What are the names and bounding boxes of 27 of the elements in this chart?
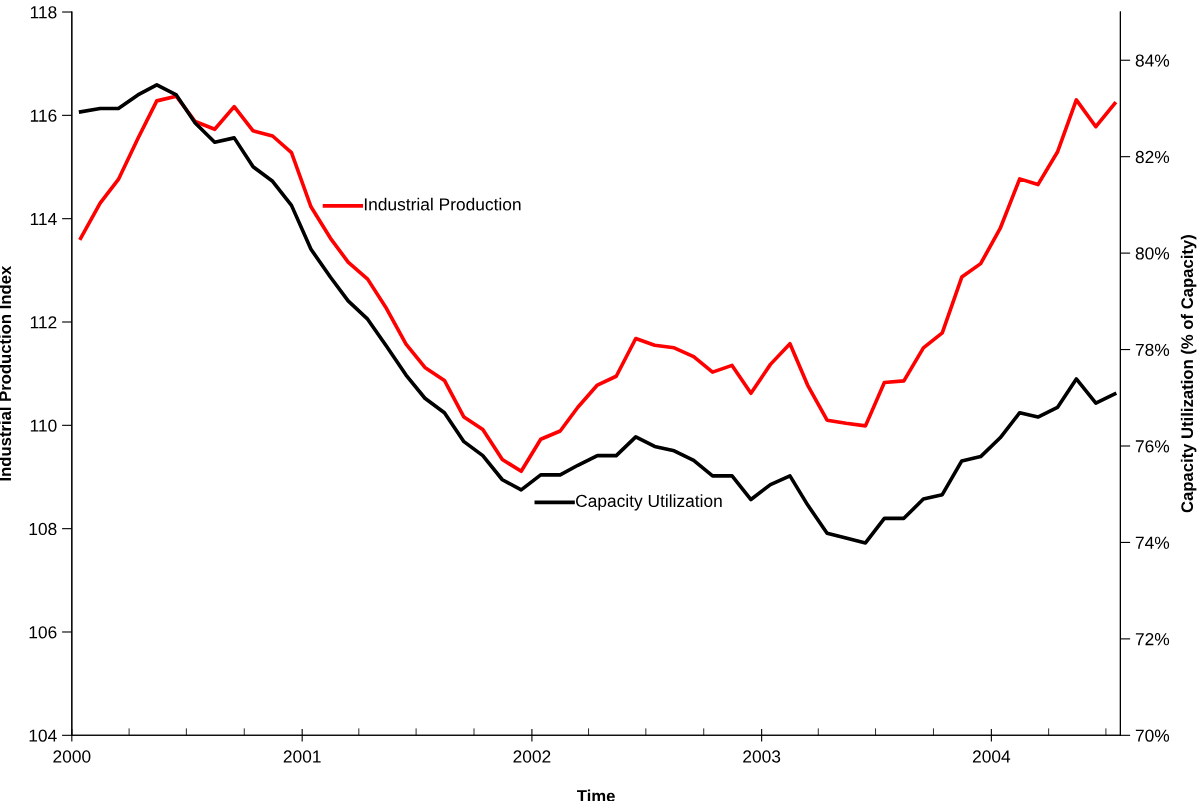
y-tick-label: 110 [30, 419, 57, 432]
x-tick-label: 2000 [53, 750, 91, 763]
y2-tick-label: 84% [1135, 54, 1170, 67]
y-tick-label: 118 [30, 6, 57, 19]
y2-tick-label: 78% [1135, 343, 1170, 357]
x-tick-label: 2001 [283, 750, 321, 763]
x-tick-label: 2004 [972, 750, 1011, 763]
line-series [78, 83, 1117, 545]
x-axis-title: Time [576, 789, 615, 801]
line-series [78, 94, 1117, 474]
y2-tick-label: 74% [1135, 536, 1170, 549]
y-tick-label: 112 [30, 316, 57, 329]
y2-tick-label: 76% [1135, 440, 1170, 453]
y-tick-label: 106 [29, 626, 57, 639]
y-tick-label: 116 [30, 109, 57, 122]
y2-tick-label: 80% [1135, 247, 1170, 260]
x-tick-label: 2002 [513, 750, 551, 763]
y-tick-label: 104 [29, 729, 57, 742]
x-tick-label: 2003 [743, 750, 781, 763]
y-tick-label: 114 [30, 213, 57, 225]
y2-tick-label: 72% [1135, 633, 1170, 646]
legend-label: Industrial Production [364, 197, 521, 211]
y2-tick-label: 70% [1135, 729, 1170, 742]
y2-tick-label: 82% [1135, 150, 1170, 164]
legend-label: Capacity Utilization [576, 494, 722, 511]
y2-axis-title: Capacity Utilization (% of Capacity) [1180, 235, 1197, 513]
y-tick-label: 108 [29, 522, 57, 536]
